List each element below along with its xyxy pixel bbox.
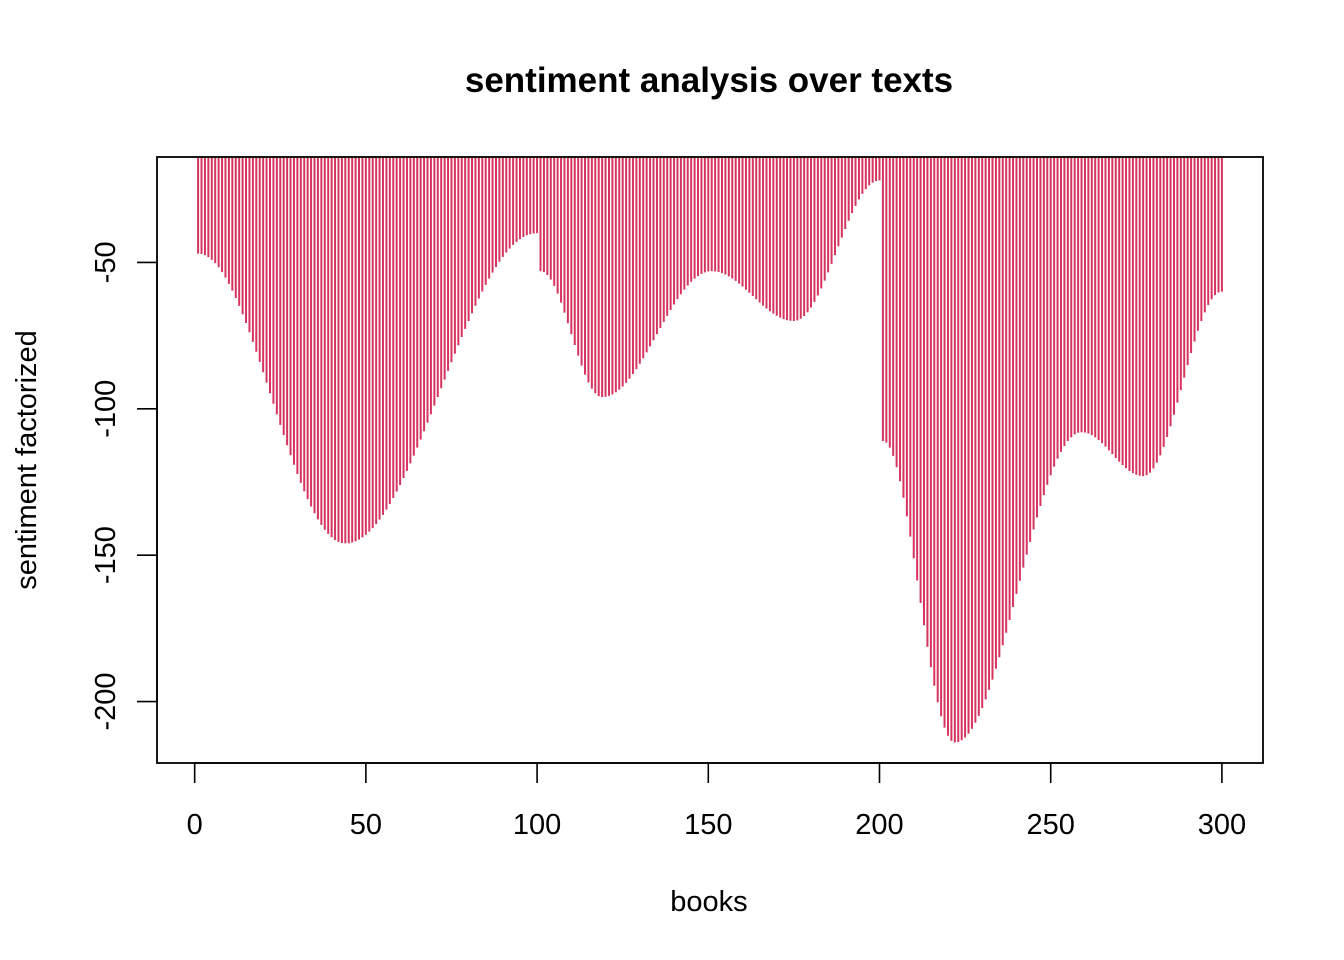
x-axis-label: books [670,886,747,918]
x-tick-label: 0 [187,809,203,841]
y-tick-label: -150 [90,526,122,584]
y-tick-label: -200 [90,672,122,730]
y-tick-label: -50 [90,241,122,283]
x-tick-label: 200 [855,809,903,841]
x-tick-label: 100 [513,809,561,841]
plot-frame [156,156,1264,764]
chart-title: sentiment analysis over texts [465,61,953,100]
y-axis-label: sentiment factorized [11,330,43,590]
y-axis: -50 -100 -150 -200 [90,241,158,731]
x-tick-label: 150 [684,809,732,841]
x-tick-label: 300 [1198,809,1246,841]
bars-group [197,157,1223,743]
x-tick-label: 250 [1027,809,1075,841]
x-tick-label: 50 [350,809,382,841]
x-axis: 0 50 100 150 200 250 300 [187,762,1246,841]
y-tick-label: -100 [90,380,122,438]
